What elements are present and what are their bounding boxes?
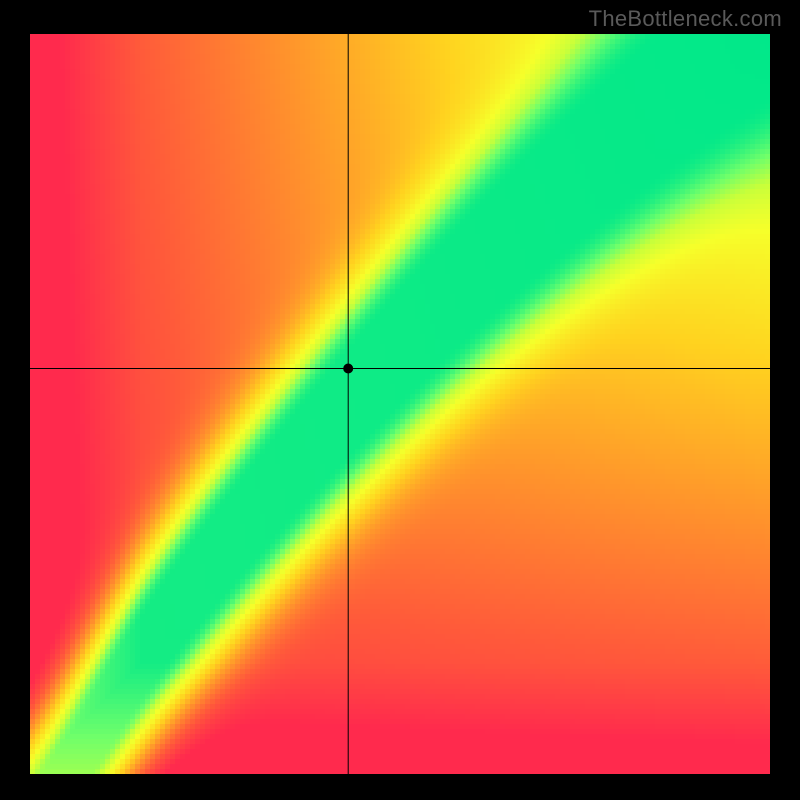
heatmap-canvas — [30, 34, 770, 774]
chart-container: TheBottleneck.com — [0, 0, 800, 800]
watermark-text: TheBottleneck.com — [589, 6, 782, 32]
